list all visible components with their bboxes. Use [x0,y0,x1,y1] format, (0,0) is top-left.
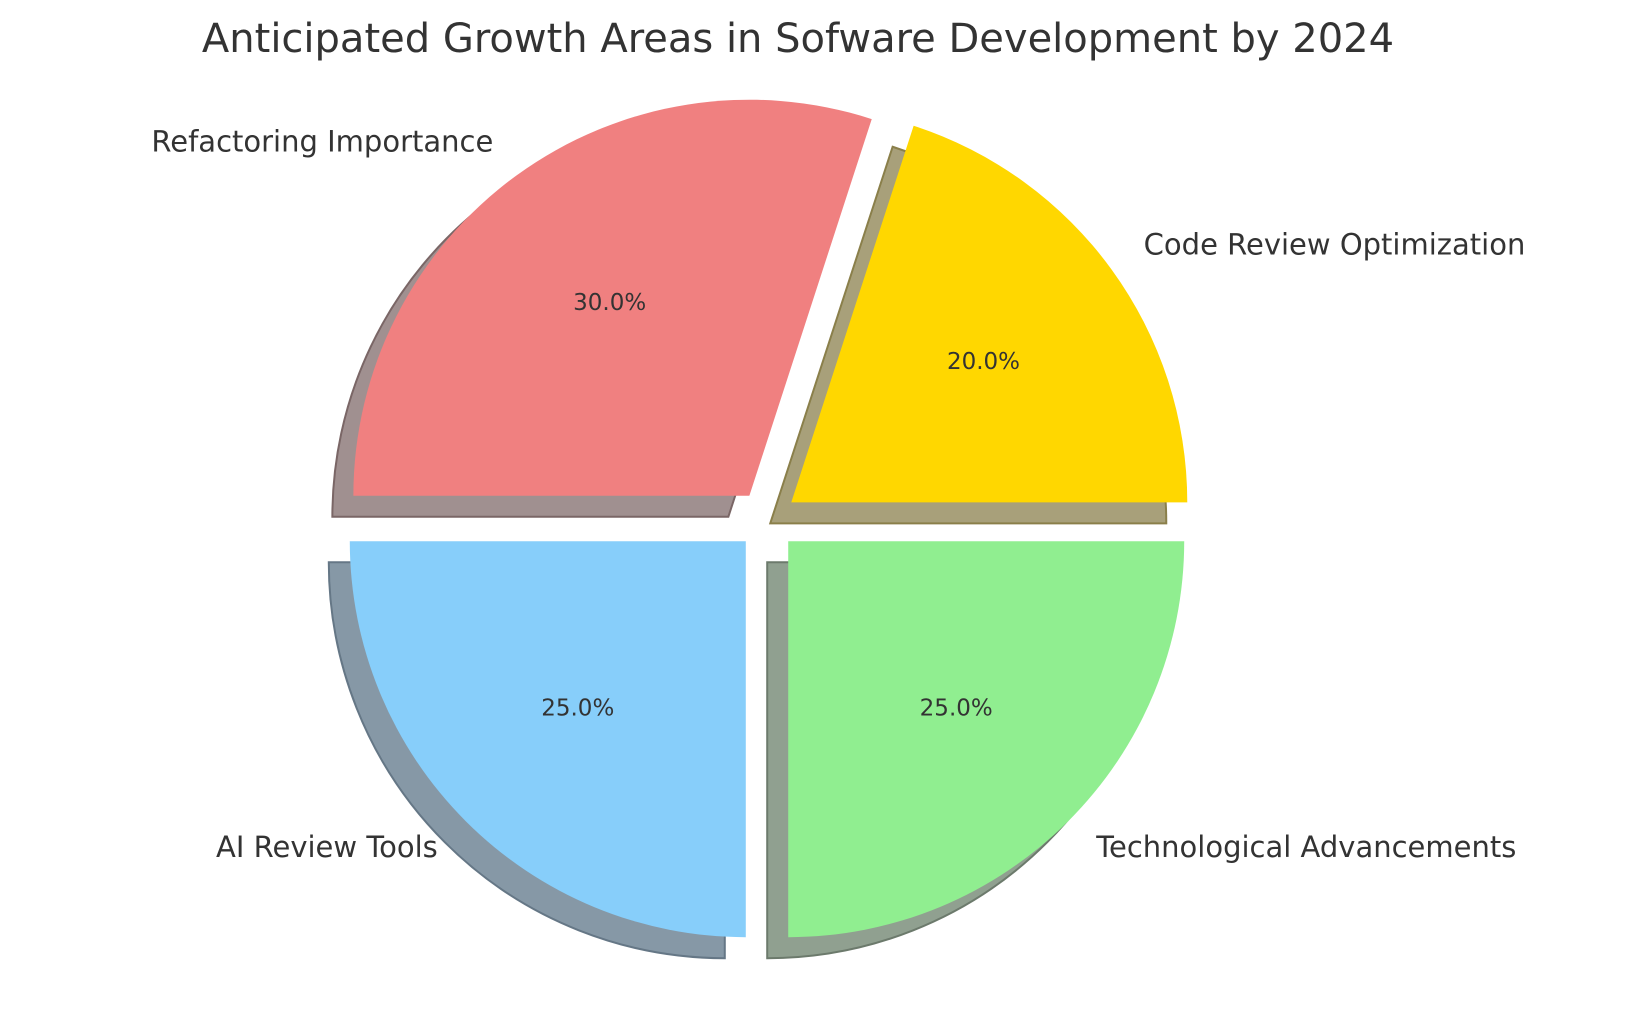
slice-label-ai-review-tools: AI Review Tools [216,830,438,864]
pct-label-ai-review-tools: 25.0% [541,696,614,722]
slice-code-review-optimization [791,125,1188,503]
slice-layer [349,99,1188,938]
pct-label-technological-advancements: 25.0% [920,696,993,722]
chart-title: Anticipated Growth Areas in Sofware Deve… [202,16,1394,62]
slice-technological-advancements [788,541,1185,938]
slice-ai-review-tools [349,541,746,938]
pct-label-refactoring-importance: 30.0% [573,290,646,316]
pct-label-code-review-optimization: 20.0% [947,349,1020,375]
slice-label-technological-advancements: Technological Advancements [1095,830,1516,864]
slice-refactoring-importance [353,99,872,496]
slice-label-code-review-optimization: Code Review Optimization [1144,227,1526,261]
slice-label-refactoring-importance: Refactoring Importance [151,124,493,158]
label-layer: Technological Advancements 25.0% AI Review… [151,124,1525,864]
